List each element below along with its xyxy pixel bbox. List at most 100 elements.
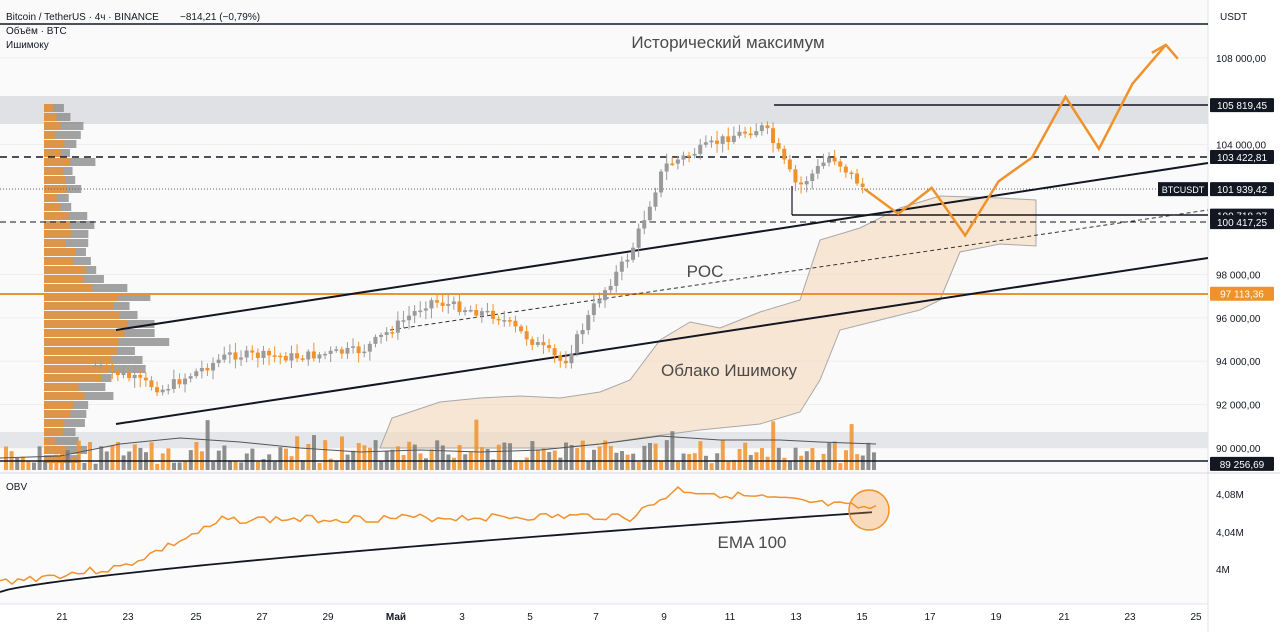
volume-bar	[233, 461, 238, 470]
volume-bar	[799, 455, 804, 470]
candle-body	[647, 206, 652, 221]
volume-bar	[586, 460, 591, 470]
time-tick: 5	[527, 612, 533, 623]
volume-bar	[748, 455, 753, 470]
price-tick: 96 000,00	[1216, 314, 1261, 325]
candle-body	[373, 336, 378, 344]
candle-body	[468, 309, 473, 312]
candle-body	[339, 349, 344, 354]
candle-body	[328, 350, 333, 354]
candle-body	[289, 353, 294, 361]
ichimoku-indicator-label[interactable]: Ишимоку	[6, 40, 49, 51]
candle-body	[379, 334, 384, 337]
volume-bar	[256, 461, 260, 470]
volume-bar	[793, 447, 798, 470]
volume-bar	[88, 441, 92, 470]
volume-bar	[474, 419, 479, 470]
candle-body	[636, 228, 641, 248]
candle-body	[519, 326, 524, 332]
volume-bar	[334, 460, 339, 470]
candle-body	[827, 157, 832, 163]
candle-body	[171, 379, 176, 389]
price-tick: 90 000,00	[1216, 444, 1261, 455]
symbol-title[interactable]: Bitcoin / TetherUS · 4ч · BINANCE	[6, 12, 159, 23]
candle-body	[547, 345, 552, 349]
candle-body	[771, 128, 776, 144]
obv-label[interactable]: OBV	[6, 482, 27, 493]
profile-bar-buy	[44, 275, 84, 283]
candle-body	[457, 301, 462, 313]
profile-bar-buy	[44, 158, 70, 166]
obv-pane[interactable]	[0, 474, 1208, 604]
volume-bar	[592, 449, 596, 470]
candle-body	[261, 350, 266, 358]
channel-lower	[115, 257, 1209, 425]
price-badge	[1210, 286, 1274, 301]
volume-bar	[832, 441, 837, 470]
profile-bar-buy	[44, 266, 86, 274]
profile-bar-buy	[44, 194, 57, 202]
volume-bar	[267, 454, 272, 470]
price-axis-ticks: 108 000,00 104 000,00 98 000,00 96 000,00 94…	[1216, 54, 1266, 455]
volume-bar	[580, 440, 585, 470]
axis-currency[interactable]: USDT	[1220, 12, 1247, 23]
profile-bar-buy	[44, 437, 56, 445]
profile-bar-buy	[44, 167, 63, 175]
candle-body	[715, 140, 720, 144]
candle-body	[110, 365, 115, 371]
poc-label: POC	[687, 262, 724, 281]
price-tick: 108 000,00	[1216, 54, 1266, 65]
candle-body	[855, 173, 860, 184]
volume-bar	[424, 458, 428, 470]
candle-body	[530, 339, 535, 345]
volume-bar	[121, 455, 126, 470]
volume-bar	[732, 459, 736, 470]
candle-body	[474, 309, 479, 316]
candle-body	[317, 354, 322, 359]
volume-bar	[664, 440, 669, 470]
profile-bar-sell	[44, 419, 85, 427]
volume-bar	[653, 443, 658, 470]
ema-label: EMA 100	[718, 533, 787, 552]
profile-bar-sell	[44, 239, 89, 247]
candle-body	[121, 372, 126, 376]
volume-bar	[250, 448, 255, 470]
profile-bar-buy	[44, 176, 66, 184]
profile-bar-buy	[44, 149, 61, 157]
volume-bar	[429, 449, 434, 470]
volume-indicator-label[interactable]: Объём · BTC	[6, 25, 67, 37]
volume-bar	[54, 454, 59, 470]
volume-bar	[228, 460, 232, 470]
volume-bar	[177, 462, 182, 470]
price-badge-label: 100 417,25	[1217, 218, 1267, 229]
volume-bar	[239, 462, 244, 470]
volume-bar	[524, 457, 529, 470]
volume-bar	[771, 421, 776, 470]
candle-body	[603, 290, 608, 301]
profile-bar-buy	[44, 293, 118, 301]
candle-body	[832, 157, 837, 162]
volume-bar	[536, 449, 540, 470]
price-tick: 92 000,00	[1216, 400, 1261, 411]
volume-bar	[373, 440, 378, 470]
profile-bar-buy	[44, 239, 66, 247]
candle-body	[211, 363, 216, 371]
volume-bar	[452, 457, 456, 470]
candle-body	[575, 334, 580, 354]
candle-body	[199, 367, 204, 372]
price-tick: 104 000,00	[1216, 140, 1266, 151]
profile-bar-buy	[44, 419, 65, 427]
candle-body	[815, 165, 820, 174]
volume-bar	[827, 442, 832, 470]
candle-body	[804, 181, 809, 185]
profile-bar-sell	[44, 131, 81, 139]
candle-body	[731, 135, 736, 143]
volume-bar	[676, 461, 680, 470]
price-badge-label: 105 819,45	[1217, 101, 1267, 112]
time-tick: 17	[924, 612, 936, 623]
volume-bar	[138, 447, 143, 470]
price-badge-label: 101 939,42	[1217, 185, 1267, 196]
candle-body	[401, 320, 406, 322]
volume-bar	[648, 443, 652, 470]
